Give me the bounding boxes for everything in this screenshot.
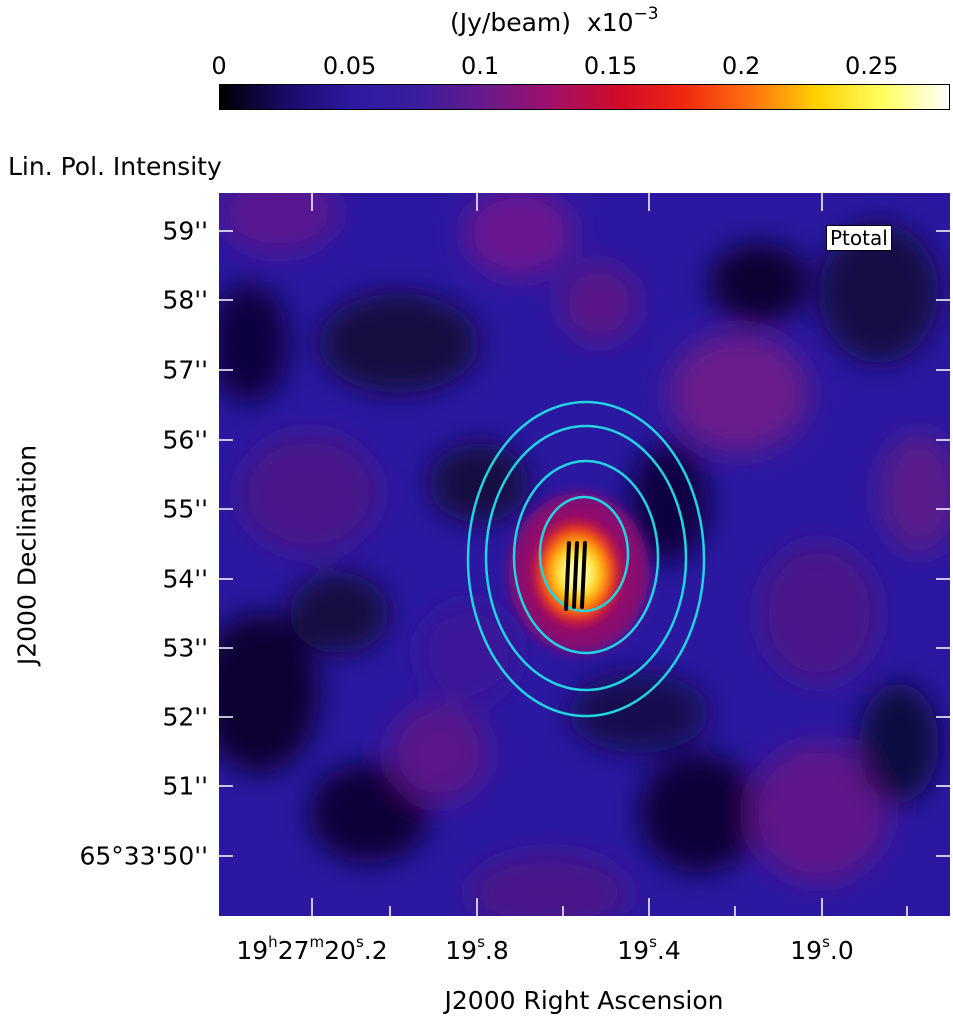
contour-lines <box>466 400 706 718</box>
contour-ring <box>466 400 706 718</box>
source-emission <box>509 493 649 653</box>
y-tick-label: 51'' <box>162 771 208 801</box>
colorbar-tick-label: 0.2 <box>722 52 761 80</box>
x-axis-label: J2000 Right Ascension <box>444 986 724 1015</box>
x-tick-label: 19s.8 <box>445 933 509 965</box>
legend-label: Ptotal <box>826 225 892 251</box>
y-tick-label: 57'' <box>162 355 208 385</box>
colorbar-tick-label: 0.05 <box>322 52 377 80</box>
axis-ticks <box>219 193 950 916</box>
y-axis-label: J2000 Declination <box>12 444 42 666</box>
polarization-vectors <box>564 541 587 611</box>
noise-blob <box>309 763 429 863</box>
noise-blob <box>419 603 519 703</box>
noise-blob <box>319 293 479 393</box>
noise-blob <box>219 283 289 403</box>
noise-blob <box>429 443 529 523</box>
noise-blob <box>469 853 629 916</box>
polarization-vector <box>580 541 587 609</box>
noise-blob <box>879 433 950 553</box>
noise-blob <box>289 573 389 653</box>
intensity-map <box>219 193 950 916</box>
noise-blob <box>219 613 319 773</box>
y-tick-label: 53'' <box>162 633 208 663</box>
noise-blob <box>709 243 809 323</box>
noise-blob <box>464 193 574 278</box>
y-tick-label: 65°33'50'' <box>79 841 208 871</box>
noise-structure <box>219 193 950 916</box>
colorbar-tick-label: 0.25 <box>844 52 899 80</box>
x-tick-label: 19h27m20s.2 <box>236 933 388 965</box>
noise-blob <box>749 743 889 883</box>
contour-ring <box>484 424 688 692</box>
y-tick-label: 56'' <box>162 425 208 455</box>
noise-blob <box>639 753 759 873</box>
colorbar-tick-label: 0.1 <box>460 52 500 80</box>
y-tick-label: 59'' <box>162 216 208 246</box>
noise-blob <box>219 193 339 253</box>
x-tick-label: 19s.0 <box>790 933 854 965</box>
panel-title: Lin. Pol. Intensity <box>8 152 222 181</box>
colorbar-tick-label: 0 <box>211 52 227 80</box>
colorbar <box>219 84 950 110</box>
noise-blob <box>859 683 939 803</box>
y-tick-label: 58'' <box>162 285 208 315</box>
noise-blob <box>389 703 489 803</box>
noise-blob <box>239 433 379 553</box>
y-tick-label: 54'' <box>162 564 208 594</box>
noise-blob <box>629 443 709 563</box>
colorbar-units-label: (Jy/beam) x10−3 <box>450 4 659 37</box>
noise-blob <box>669 333 809 453</box>
contour-ring <box>512 459 660 655</box>
noise-blob <box>569 673 709 753</box>
map-plot-area <box>219 193 950 916</box>
y-tick-label: 55'' <box>162 494 208 524</box>
noise-blob <box>819 223 939 363</box>
x-tick-label: 19s.4 <box>617 933 681 965</box>
noise-blob <box>559 263 639 343</box>
noise-blob <box>759 543 879 683</box>
colorbar-tick-label: 0.15 <box>583 52 638 80</box>
contour-ring <box>538 495 630 613</box>
polarization-vector <box>572 541 579 609</box>
polarization-vector <box>564 541 571 611</box>
y-tick-label: 52'' <box>162 702 208 732</box>
